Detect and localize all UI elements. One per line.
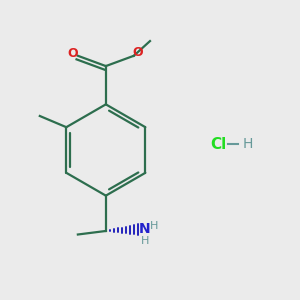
Text: H: H bbox=[140, 236, 149, 246]
Text: H: H bbox=[150, 221, 159, 231]
Text: N: N bbox=[139, 222, 151, 236]
Text: H: H bbox=[243, 137, 253, 151]
Text: Cl: Cl bbox=[210, 136, 226, 152]
Text: O: O bbox=[67, 47, 78, 60]
Text: O: O bbox=[132, 46, 143, 59]
